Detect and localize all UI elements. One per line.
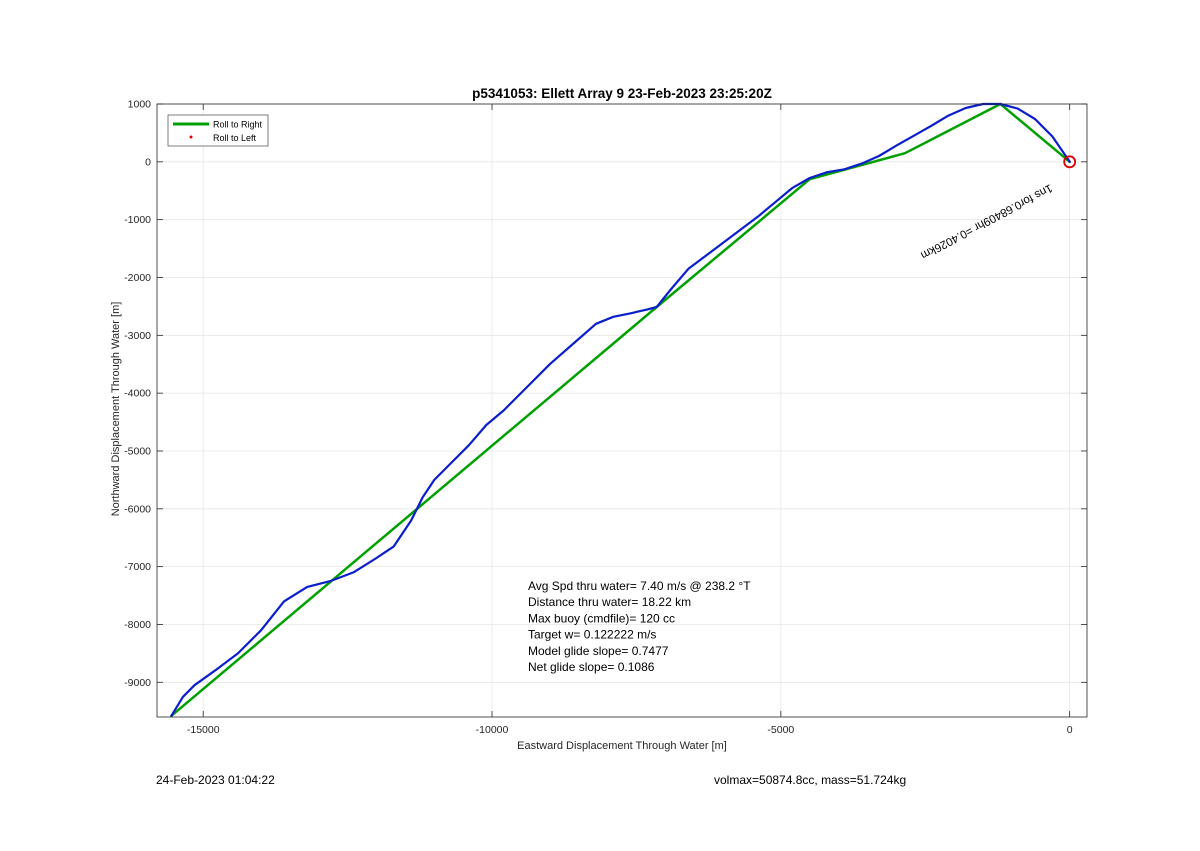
y-tick-label: 1000 [128, 99, 152, 111]
stats-line: Max buoy (cmdfile)= 120 cc [528, 611, 675, 625]
legend-label-roll-right: Roll to Right [213, 120, 263, 130]
legend-swatch-roll-left [189, 135, 193, 139]
x-tick-label: -15000 [187, 724, 220, 736]
stats-line: Target w= 0.122222 m/s [528, 628, 656, 642]
legend: Roll to Right Roll to Left [167, 114, 269, 147]
y-tick-label: -9000 [124, 677, 151, 689]
roll-right-track [170, 102, 1071, 718]
data-markers [1063, 155, 1077, 169]
plot-area [156, 102, 1088, 718]
y-tick-label: -6000 [124, 503, 151, 515]
x-axis-label: Eastward Displacement Through Water [m] [517, 740, 727, 752]
footer-volmax-mass: volmax=50874.8cc, mass=51.724kg [714, 773, 907, 787]
chart-title: p5341053: Ellett Array 9 23-Feb-2023 23:… [472, 86, 772, 101]
axes-box [156, 103, 1088, 718]
y-tick-label: -2000 [124, 272, 151, 284]
stats-annotation: Avg Spd thru water= 7.40 m/s @ 238.2 °T D… [528, 579, 751, 674]
glider-track [170, 102, 1071, 717]
stats-line: Avg Spd thru water= 7.40 m/s @ 238.2 °T [528, 579, 751, 593]
stats-line: Model glide slope= 0.7477 [528, 644, 669, 658]
axis-ticks: -15000 -10000 -5000 0 1000 0 -1000 -2000 -3000 -4… [124, 99, 1087, 736]
stats-line: Net glide slope= 0.1086 [528, 660, 655, 674]
start-circle [1063, 155, 1077, 169]
legend-label-roll-left: Roll to Left [213, 133, 257, 143]
stats-line: Distance thru water= 18.22 km [528, 595, 691, 609]
y-tick-label: -8000 [124, 619, 151, 631]
x-tick-label: -5000 [767, 724, 794, 736]
y-axis-label: Northward Displacement Through Water [m] [110, 302, 122, 517]
x-tick-label: 0 [1067, 724, 1073, 736]
footer-timestamp: 24-Feb-2023 01:04:22 [156, 773, 275, 787]
grid [157, 103, 1087, 717]
y-tick-label: -3000 [124, 330, 151, 342]
y-tick-label: -1000 [124, 214, 151, 226]
legend-box [167, 114, 269, 147]
x-tick-label: -10000 [476, 724, 509, 736]
data-lines [170, 102, 1071, 718]
y-tick-label: -4000 [124, 388, 151, 400]
y-tick-label: -7000 [124, 561, 151, 573]
y-tick-label: 0 [145, 156, 151, 168]
y-tick-label: -5000 [124, 445, 151, 457]
